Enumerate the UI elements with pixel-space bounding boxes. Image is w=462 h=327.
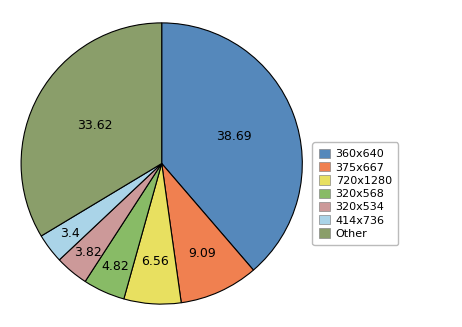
- Text: 33.62: 33.62: [77, 119, 112, 132]
- Text: 6.56: 6.56: [141, 255, 169, 268]
- Text: 3.82: 3.82: [74, 246, 102, 259]
- Wedge shape: [85, 164, 162, 299]
- Wedge shape: [162, 164, 254, 303]
- Wedge shape: [21, 23, 162, 236]
- Legend: 360x640, 375x667, 720x1280, 320x568, 320x534, 414x736, Other: 360x640, 375x667, 720x1280, 320x568, 320…: [312, 142, 398, 246]
- Text: 4.82: 4.82: [102, 260, 129, 272]
- Wedge shape: [162, 23, 302, 270]
- Wedge shape: [124, 164, 181, 304]
- Text: 3.4: 3.4: [60, 227, 79, 240]
- Text: 9.09: 9.09: [188, 247, 216, 260]
- Wedge shape: [41, 164, 162, 260]
- Wedge shape: [59, 164, 162, 282]
- Text: 38.69: 38.69: [216, 130, 252, 143]
